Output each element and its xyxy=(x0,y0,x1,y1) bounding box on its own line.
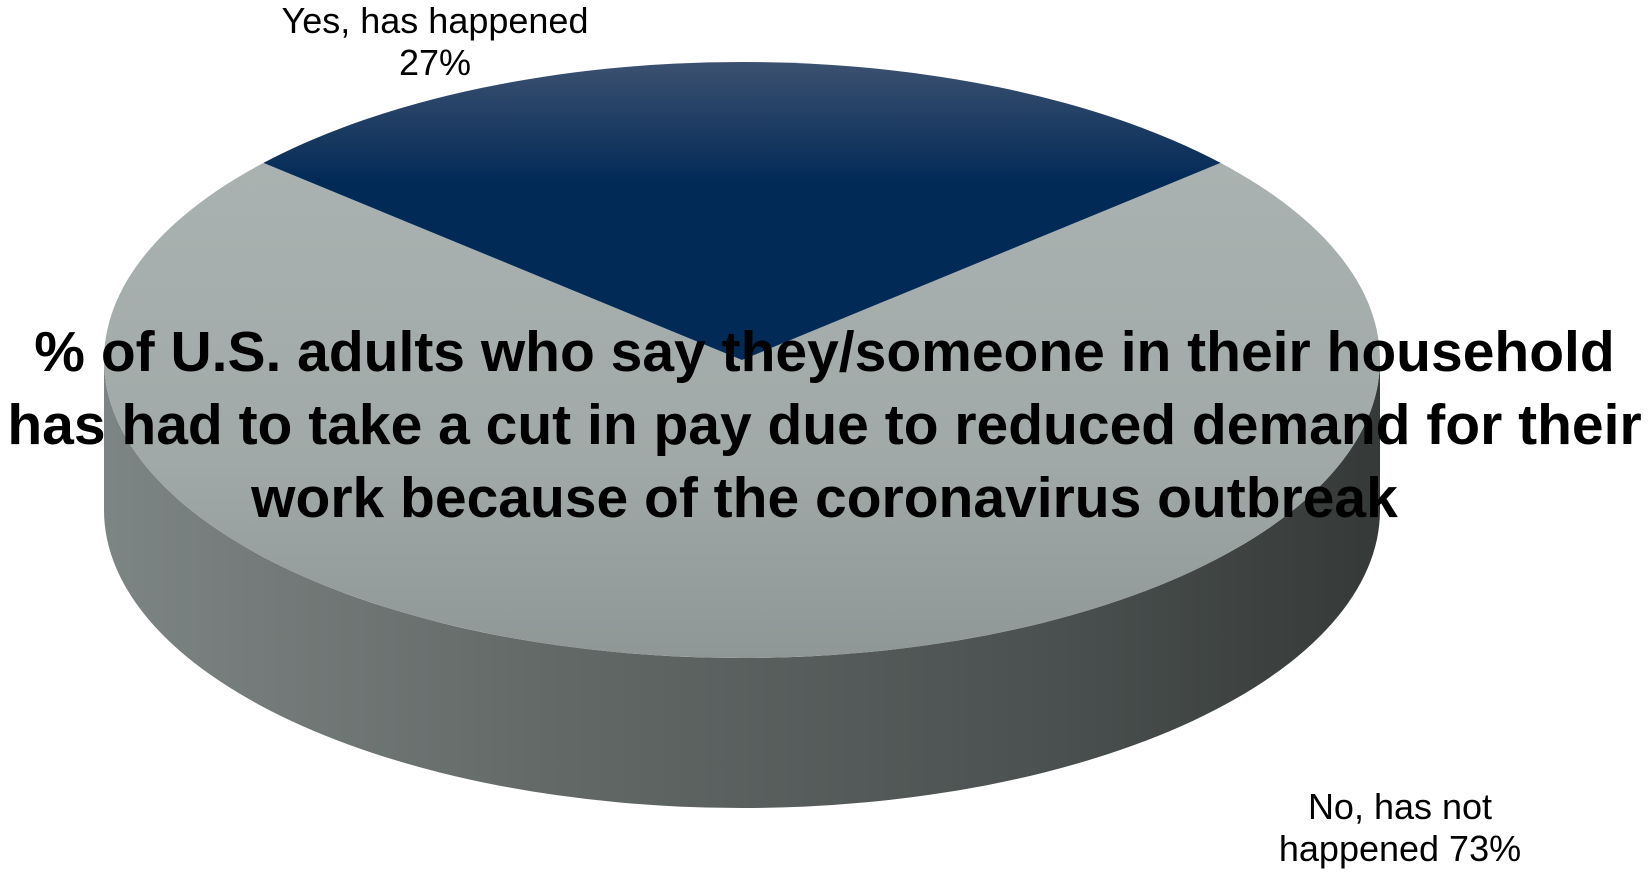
pie-slice-no xyxy=(104,162,1381,659)
chart-title: % of U.S. adults who say they/someone in… xyxy=(7,320,1642,530)
slice-label-yes-line2: 27% xyxy=(398,42,472,83)
slice-label-yes: Yes, has happened 27% xyxy=(250,0,620,84)
slice-label-yes-line1: Yes, has happened xyxy=(281,0,589,41)
slice-label-no-line1: No, has not xyxy=(1307,786,1493,827)
pie-top-face xyxy=(104,61,1381,659)
slice-label-no: No, has not happened 73% xyxy=(1235,786,1565,870)
pie-side-wall xyxy=(104,360,1380,808)
pie-slice-yes xyxy=(263,61,1221,360)
slice-label-no-line2: happened 73% xyxy=(1278,828,1522,869)
pie-side-no-slice xyxy=(104,360,1380,808)
